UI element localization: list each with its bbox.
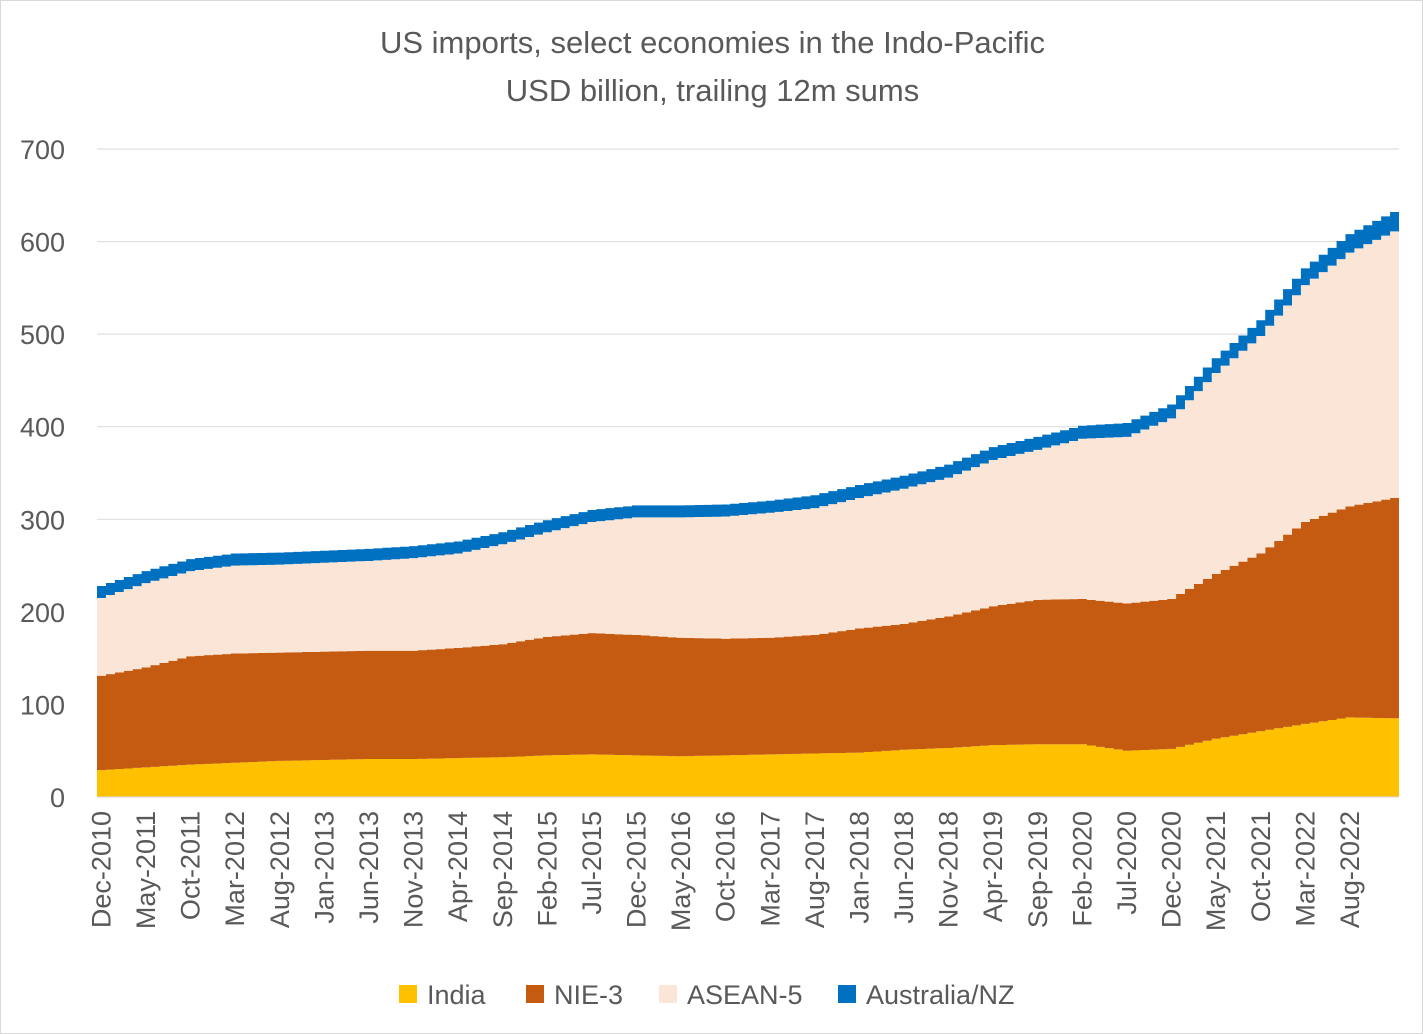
legend-label: India <box>427 980 487 1010</box>
x-tick-label: Sep-2014 <box>488 811 518 928</box>
x-tick-label: May-2011 <box>131 811 161 929</box>
series-area-india <box>97 717 1399 797</box>
x-tick-label: Aug-2017 <box>800 811 830 928</box>
x-tick-label: Jun-2013 <box>354 811 384 924</box>
y-tick-label: 200 <box>20 598 65 628</box>
x-tick-label: Jul-2020 <box>1112 811 1142 915</box>
y-tick-label: 400 <box>20 413 65 443</box>
x-tick-label: Nov-2013 <box>399 811 429 928</box>
x-tick-label: Jul-2015 <box>577 811 607 915</box>
x-tick-label: Oct-2016 <box>711 811 741 922</box>
chart-subtitle: USD billion, trailing 12m sums <box>505 73 920 108</box>
legend-swatch <box>659 985 677 1003</box>
x-tick-label: Apr-2014 <box>443 811 473 922</box>
x-tick-label: Apr-2019 <box>978 811 1008 922</box>
legend-label: ASEAN-5 <box>687 980 803 1010</box>
legend-item-australia-nz: Australia/NZ <box>838 980 1015 1010</box>
x-tick-label: Mar-2012 <box>220 811 250 927</box>
series-area-nie-3 <box>97 497 1399 771</box>
x-tick-label: Feb-2020 <box>1067 811 1097 927</box>
x-tick-label: May-2021 <box>1201 811 1231 931</box>
legend: India NIE-3 ASEAN-5 Australia/NZ <box>399 980 1015 1010</box>
legend-swatch <box>838 985 856 1003</box>
x-tick-label: Dec-2015 <box>622 811 652 928</box>
x-tick-label: Aug-2012 <box>265 811 295 928</box>
y-tick-label: 500 <box>20 320 65 350</box>
legend-item-nie-3: NIE-3 <box>526 980 623 1010</box>
y-tick-label: 0 <box>50 783 65 813</box>
x-tick-label: May-2016 <box>666 811 696 931</box>
x-tick-label: Feb-2015 <box>532 811 562 927</box>
legend-label: NIE-3 <box>554 980 623 1010</box>
x-tick-label: Jan-2013 <box>309 811 339 924</box>
legend-item-asean-5: ASEAN-5 <box>659 980 803 1010</box>
x-tick-label: Aug-2022 <box>1335 811 1365 928</box>
series-area-asean-5 <box>97 231 1399 676</box>
y-tick-label: 100 <box>20 690 65 720</box>
x-tick-label: Nov-2018 <box>934 811 964 928</box>
x-tick-label: Mar-2017 <box>755 811 785 927</box>
x-tick-label: Sep-2019 <box>1023 811 1053 928</box>
x-tick-label: Dec-2020 <box>1157 811 1187 928</box>
series-area-australia-nz <box>97 211 1399 598</box>
x-tick-label: Jun-2018 <box>889 811 919 924</box>
y-tick-label: 600 <box>20 228 65 258</box>
x-tick-label: Dec-2010 <box>87 811 117 928</box>
series-areas <box>97 211 1399 797</box>
legend-swatch <box>526 985 544 1003</box>
legend-item-india: India <box>399 980 487 1010</box>
x-tick-label: Mar-2022 <box>1290 811 1320 927</box>
y-tick-label: 700 <box>20 135 65 165</box>
y-tick-label: 300 <box>20 505 65 535</box>
chart-title: US imports, select economies in the Indo… <box>379 25 1046 60</box>
x-tick-label: Oct-2011 <box>176 811 206 920</box>
x-tick-label: Oct-2021 <box>1246 811 1276 922</box>
legend-swatch <box>399 985 417 1003</box>
legend-label: Australia/NZ <box>866 980 1015 1010</box>
axes: 0 100 200 300 400 500 600 700 Dec-2010 May-2011 Oc… <box>20 135 1399 931</box>
x-tick-label: Jan-2018 <box>845 811 875 924</box>
